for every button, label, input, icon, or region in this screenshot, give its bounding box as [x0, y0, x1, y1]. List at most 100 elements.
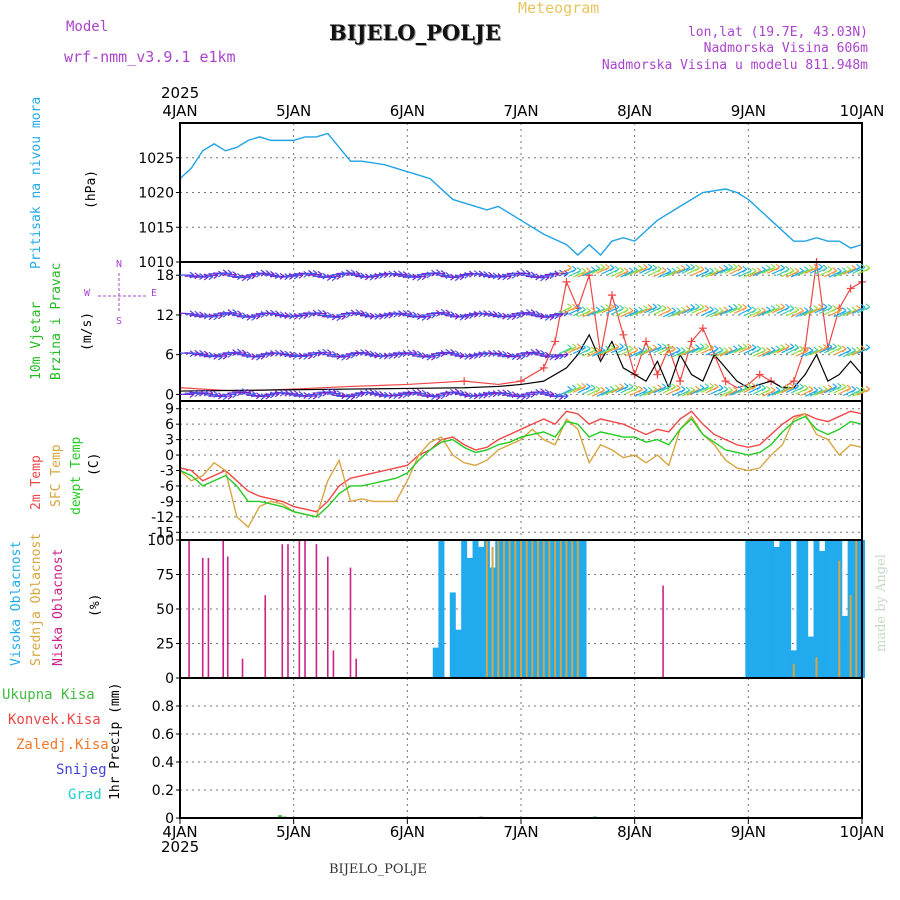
wind-gust-marker	[562, 277, 571, 286]
wind-ylabel-1: 10m Vjetar	[29, 301, 44, 380]
cloud-bar	[485, 540, 488, 678]
watermark: made by Angel	[874, 554, 889, 652]
cloud-bar	[756, 540, 763, 678]
wind-barb	[752, 384, 767, 395]
wind-barb	[653, 343, 667, 354]
wind-barb	[700, 344, 714, 355]
wind-barb	[790, 307, 804, 318]
cloud-bar	[537, 540, 540, 678]
x-tick-label-top: 4JAN	[162, 102, 197, 120]
wind-barb	[639, 263, 653, 274]
wind-gust-marker	[721, 377, 730, 386]
wind-barb	[705, 345, 719, 356]
wind-barb	[587, 385, 601, 396]
precip-legend-zaledj: Zaledj.Kisa	[16, 737, 109, 753]
cloud-bar	[349, 567, 352, 678]
wind-barb	[577, 307, 591, 318]
wind-gust-marker	[755, 370, 764, 379]
wind-barb	[823, 267, 838, 278]
wind-barb	[842, 385, 857, 397]
cloud-ylabel-unit: (%)	[88, 593, 103, 617]
wind-barb	[833, 345, 847, 356]
x-tick-label-top: 7JAN	[503, 102, 538, 120]
wind-barb	[691, 343, 705, 354]
wind-ylabel-unit: (m/s)	[80, 311, 95, 351]
compass-s: S	[116, 316, 123, 327]
wind-barb	[677, 263, 691, 275]
wind-barb	[852, 263, 866, 274]
wind-barb	[819, 265, 833, 277]
y-tick-label: 75	[156, 568, 174, 584]
wind-barb	[748, 383, 762, 394]
y-tick-label: 50	[156, 602, 174, 618]
cloud-bar	[830, 540, 837, 678]
wind-barb	[714, 347, 729, 358]
wind-barb	[823, 343, 838, 354]
cloud-bar	[542, 540, 545, 678]
wind-barb	[719, 263, 733, 275]
wind-barb	[752, 346, 767, 357]
wind-barb	[738, 267, 752, 278]
compass-cross	[98, 273, 148, 313]
cloud-bar	[751, 540, 758, 678]
cloud-bar	[580, 540, 587, 678]
wind-barb	[615, 306, 629, 317]
wind-barb	[838, 346, 852, 357]
wind-barb	[610, 383, 624, 394]
cloud-bar	[201, 557, 204, 678]
model-label: Model	[66, 19, 109, 35]
wind-barb	[771, 264, 785, 275]
precip-bar	[278, 815, 283, 818]
cloud-bar	[298, 540, 301, 678]
wind-barb	[643, 303, 658, 314]
wind-barb	[582, 346, 596, 357]
wind-barb	[658, 267, 672, 278]
wind-barb	[601, 303, 615, 314]
wind-barb	[733, 303, 748, 314]
y-tick-label: 25	[156, 637, 174, 653]
wind-barb	[620, 345, 634, 356]
wind-barb	[785, 382, 800, 393]
wind-barb	[653, 383, 667, 394]
cloud-bar	[222, 540, 224, 678]
cloud-bar	[576, 540, 579, 678]
wind-barb	[615, 382, 629, 393]
cloud-ylabel-mid: Srednja Oblacnost	[29, 532, 44, 666]
cloud-bar	[355, 658, 357, 678]
wind-barb	[767, 263, 781, 274]
wind-barb	[596, 304, 610, 315]
wind-barb	[790, 383, 804, 394]
wind-barb	[629, 347, 643, 358]
model-name: wrf-nmm_v3.9.1 e1km	[64, 48, 236, 66]
wind-barb	[823, 305, 838, 316]
wind-gust-marker	[653, 370, 662, 379]
wind-gust-marker	[517, 377, 525, 386]
wind-barb	[658, 344, 672, 355]
wind-barb	[606, 265, 620, 276]
compass-e: E	[151, 288, 158, 299]
x-year-top: 2025	[161, 84, 200, 102]
x-tick-label-bottom: 5JAN	[276, 823, 311, 841]
wind-barb	[823, 383, 838, 394]
wind-gust-marker	[789, 377, 798, 386]
wind-barb	[648, 343, 662, 354]
wind-barb	[648, 303, 662, 314]
cloud-bar	[802, 540, 809, 678]
wind-gust-marker	[676, 377, 685, 386]
wind-barb	[705, 383, 719, 394]
cloud-bar	[819, 551, 826, 678]
wind-barb	[662, 345, 677, 356]
wind-barb	[733, 343, 748, 354]
wind-barb	[781, 343, 795, 354]
wind-barb	[610, 267, 624, 278]
wind-barb	[800, 385, 814, 397]
wind-barb	[842, 347, 857, 358]
cloud-bar	[807, 636, 814, 678]
cloud-bar	[838, 560, 841, 678]
wind-barb	[795, 384, 809, 395]
x-tick-label-top: 9JAN	[731, 102, 766, 120]
wind-barb	[648, 265, 662, 276]
footer-station: BIJELO_POLJE	[329, 862, 427, 877]
cloud-bar	[188, 540, 190, 678]
cloud-bar	[491, 546, 494, 678]
